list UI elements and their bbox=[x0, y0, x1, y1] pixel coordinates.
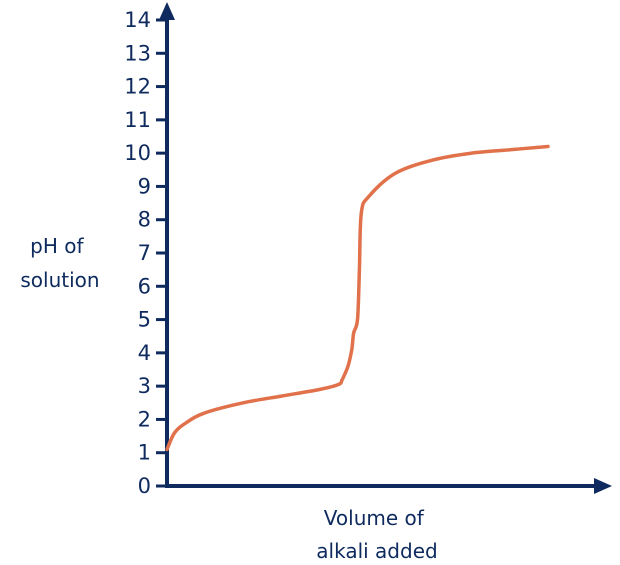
y-axis-arrow-icon bbox=[159, 2, 175, 20]
y-axis-title: pH of solution bbox=[20, 234, 99, 292]
y-tick-label: 0 bbox=[138, 474, 151, 498]
y-axis-title-line-1: pH of bbox=[30, 234, 84, 258]
y-tick-label: 2 bbox=[138, 407, 151, 431]
x-axis-title: Volume of alkali added bbox=[316, 506, 437, 563]
y-tick-label: 13 bbox=[124, 41, 151, 65]
ph-curve-line bbox=[165, 144, 550, 452]
y-tick-label: 9 bbox=[138, 174, 151, 198]
y-axis-title-line-2: solution bbox=[20, 268, 99, 292]
y-tick-label: 10 bbox=[124, 141, 151, 165]
y-tick-label: 12 bbox=[124, 75, 151, 99]
x-axis-title-line-1: Volume of bbox=[324, 506, 425, 530]
y-tick-label: 8 bbox=[138, 208, 151, 232]
x-axis-title-line-2: alkali added bbox=[316, 539, 437, 563]
curve-layer bbox=[165, 144, 550, 452]
y-tick-label: 5 bbox=[138, 308, 151, 332]
y-tick-label: 6 bbox=[138, 274, 151, 298]
y-tick-label: 1 bbox=[138, 441, 151, 465]
y-tick-label: 11 bbox=[124, 108, 151, 132]
y-tick-label: 3 bbox=[138, 374, 151, 398]
y-tick-label: 7 bbox=[138, 241, 151, 265]
y-tick-label: 14 bbox=[124, 8, 151, 32]
y-tick-label: 4 bbox=[138, 341, 151, 365]
x-axis-arrow-icon bbox=[594, 478, 612, 494]
axes bbox=[159, 2, 612, 494]
